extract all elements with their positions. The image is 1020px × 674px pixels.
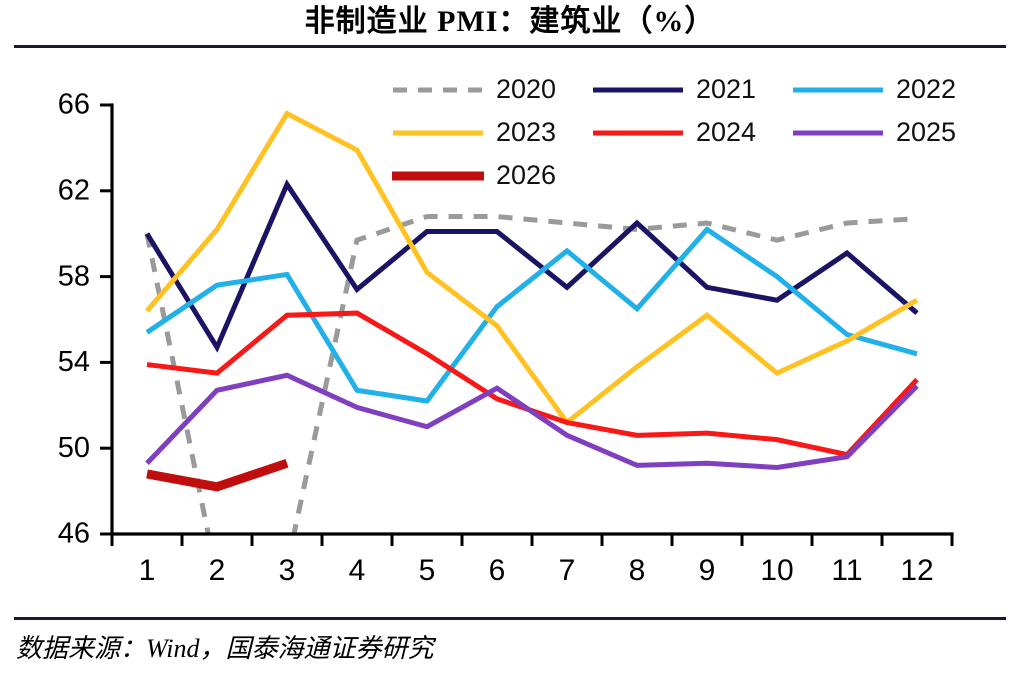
footer-divider (14, 617, 1006, 620)
page-title: 非制造业 PMI：建筑业（%） (304, 5, 716, 38)
legend-label-2022: 2022 (896, 74, 957, 104)
legend-item-2024[interactable]: 2024 (592, 119, 792, 146)
x-tick-label-8: 8 (629, 554, 646, 587)
y-tick-label-66: 66 (58, 90, 90, 121)
series-line-2024 (146, 310, 919, 458)
x-tick-label-12: 12 (900, 554, 933, 587)
source-note: 数据来源：Wind，国泰海通证券研究 (16, 634, 434, 663)
plot-area: 46 50 54 58 62 66 1 2 3 4 5 6 7 8 9 10 11 12 (0, 90, 1020, 600)
y-tick-label-54: 54 (58, 346, 90, 378)
y-tick-label-58: 58 (58, 260, 90, 292)
series-line-2022 (145, 226, 918, 404)
x-tick-label-3: 3 (279, 554, 296, 587)
legend-label-2024: 2024 (696, 117, 757, 147)
series-line-2023 (145, 110, 919, 427)
x-tick-label-2: 2 (209, 554, 226, 587)
chart-legend: 2020 2021 2022 2023 2024 2025 2026 (392, 68, 1002, 197)
x-tick-label-1: 1 (139, 554, 156, 587)
x-tick-label-5: 5 (419, 554, 436, 587)
legend-item-2023[interactable]: 2023 (392, 119, 592, 146)
legend-item-2025[interactable]: 2025 (792, 119, 992, 146)
legend-item-2026[interactable]: 2026 (392, 162, 592, 189)
legend-label-2025: 2025 (896, 117, 957, 147)
x-tick-label-4: 4 (349, 554, 366, 587)
series-line-2026 (146, 458, 289, 492)
series-line-2025 (145, 372, 919, 471)
x-tick-label-10: 10 (760, 554, 793, 587)
x-tick-label-6: 6 (489, 554, 506, 587)
title-block: 非制造业 PMI：建筑业（%） (0, 0, 1020, 42)
x-tick-label-11: 11 (831, 554, 862, 587)
series-line-2020 (144, 214, 918, 534)
legend-label-2020: 2020 (496, 74, 557, 104)
y-tick-label-46: 46 (58, 518, 90, 550)
x-tick-label-9: 9 (699, 554, 716, 587)
legend-label-2026: 2026 (496, 160, 557, 190)
series-group (144, 110, 919, 534)
series-line-2021 (144, 179, 919, 353)
y-tick-label-50: 50 (58, 432, 90, 464)
legend-item-2020[interactable]: 2020 (392, 76, 592, 103)
legend-item-2021[interactable]: 2021 (592, 76, 792, 103)
title-divider (14, 45, 1006, 48)
y-tick-label-62: 62 (58, 174, 90, 206)
legend-item-2022[interactable]: 2022 (792, 76, 992, 103)
x-tick-label-7: 7 (559, 554, 576, 587)
legend-label-2023: 2023 (496, 117, 557, 147)
legend-label-2021: 2021 (696, 74, 757, 104)
